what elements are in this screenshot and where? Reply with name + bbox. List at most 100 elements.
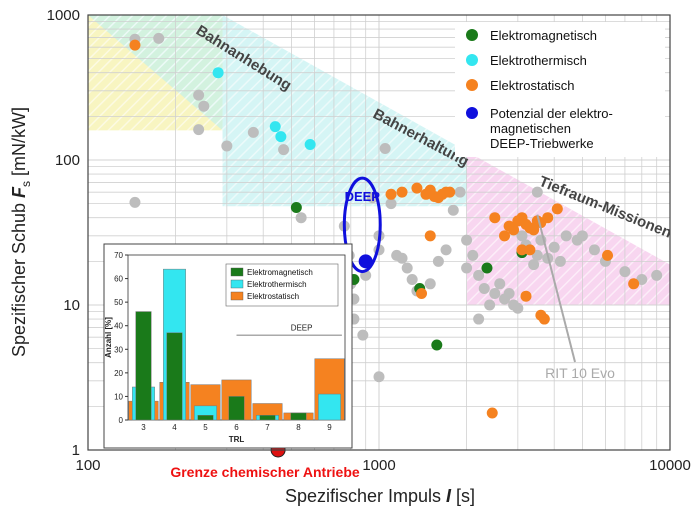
point-sonstige-5 <box>221 140 233 152</box>
x-tick-label-0: 100 <box>75 457 100 474</box>
legend-label-3-line2: magnetischen <box>490 121 571 136</box>
point-sonstige-24 <box>396 252 408 264</box>
point-elektrothermisch-3 <box>304 138 316 150</box>
point-elektrostatisch-27 <box>524 244 536 256</box>
point-elektrostatisch-32 <box>628 278 640 290</box>
point-sonstige-30 <box>440 244 452 256</box>
inset-y-tick-label-5: 50 <box>114 298 123 307</box>
legend: Elektromagnetisch Elektrothermisch Elektro… <box>455 22 665 157</box>
inset-legend-swatch-1 <box>230 279 244 289</box>
rit-leader-line <box>536 214 576 363</box>
x-tick-label-2: 10000 <box>649 457 691 474</box>
plot-frame <box>87 14 671 451</box>
y-tick-label-0: 1 <box>72 442 80 459</box>
inset-x-tick-label-1: 4 <box>172 423 177 432</box>
point-elektrostatisch-30 <box>538 313 550 325</box>
inset-y-tick-label-1: 10 <box>114 392 123 401</box>
point-sonstige-36 <box>478 282 490 294</box>
point-sonstige-57 <box>619 266 631 278</box>
point-sonstige-15 <box>357 329 369 341</box>
point-elektrostatisch-11 <box>424 230 436 242</box>
point-elektrostatisch-24 <box>542 212 554 224</box>
point-elektrostatisch-31 <box>602 249 614 261</box>
point-sonstige-51 <box>554 255 566 267</box>
point-elektromagnetisch-0 <box>290 202 302 214</box>
legend-label-3: Potenzial der elektro- <box>490 106 613 121</box>
point-elektrostatisch-0 <box>129 39 141 51</box>
point-sonstige-7 <box>278 144 290 156</box>
point-sonstige-26 <box>406 273 418 285</box>
deep-point <box>358 254 373 269</box>
y-axis-label: Spezifischer Schub Fs [mN/kW] <box>9 107 33 357</box>
inset-y-tick-label-4: 40 <box>114 322 123 331</box>
point-sonstige-28 <box>424 278 436 290</box>
x-tick-label-1: 1000 <box>362 457 395 474</box>
point-sonstige-8 <box>295 212 307 224</box>
point-elektromagnetisch-3 <box>431 339 443 351</box>
point-sonstige-22 <box>385 198 397 210</box>
inset-deep-label: DEEP <box>291 323 313 332</box>
point-elektrostatisch-25 <box>551 203 563 215</box>
point-elektrostatisch-2 <box>396 186 408 198</box>
point-sonstige-50 <box>548 241 560 253</box>
inset-bar-elektromagnetisch-5 <box>197 415 214 421</box>
inset-x-label: TRL <box>229 435 245 444</box>
inset-legend-swatch-0 <box>230 267 244 277</box>
inset-y-tick-label-6: 60 <box>114 275 123 284</box>
inset-legend-swatch-2 <box>230 291 244 301</box>
legend-marker-0 <box>466 29 478 41</box>
inset-x-tick-label-0: 3 <box>141 423 146 432</box>
inset-bar-elektrothermisch-9 <box>318 393 341 421</box>
inset-x-tick-label-4: 7 <box>265 423 270 432</box>
inset-legend-label-2: Elektrostatisch <box>247 292 299 301</box>
inset-y-tick-label-3: 30 <box>114 345 123 354</box>
inset-legend-box <box>225 263 339 307</box>
inset-x-tick-label-3: 6 <box>234 423 239 432</box>
inset-bar-elektromagnetisch-8 <box>290 412 307 421</box>
point-sonstige-2 <box>193 89 205 101</box>
point-elektrostatisch-28 <box>520 290 532 302</box>
inset-y-tick-label-7: 70 <box>114 251 123 260</box>
point-elektrostatisch-10 <box>444 186 456 198</box>
inset-y-label: Anzahl [%] <box>104 317 113 358</box>
inset-legend-label-1: Elektrothermisch <box>247 280 307 289</box>
point-elektrothermisch-1 <box>269 121 281 133</box>
y-tick-label-1: 10 <box>63 297 80 314</box>
x-axis-label: Spezifischer Impuls I [s] <box>285 486 475 506</box>
point-sonstige-55 <box>588 244 600 256</box>
point-sonstige-9 <box>129 196 141 208</box>
point-elektrostatisch-14 <box>499 230 511 242</box>
inset-x-tick-label-6: 9 <box>327 423 332 432</box>
inset-bar-elektromagnetisch-6 <box>228 396 245 421</box>
point-sonstige-25 <box>401 262 413 274</box>
deep-label: DEEP <box>345 189 381 204</box>
point-sonstige-32 <box>454 186 466 198</box>
data-points <box>129 32 663 419</box>
point-sonstige-52 <box>560 230 572 242</box>
inset-bar-elektromagnetisch-7 <box>259 415 276 421</box>
point-elektrostatisch-13 <box>489 212 501 224</box>
legend-label-0: Elektromagnetisch <box>490 28 597 43</box>
inset-bar-elektromagnetisch-4 <box>166 332 183 421</box>
point-sonstige-39 <box>494 278 506 290</box>
point-sonstige-41 <box>503 288 515 300</box>
region-hatch-1 <box>88 15 467 207</box>
point-sonstige-21 <box>379 143 391 155</box>
point-sonstige-3 <box>198 100 210 112</box>
point-sonstige-59 <box>651 269 663 281</box>
point-elektrostatisch-21 <box>528 224 540 236</box>
point-elektrostatisch-12 <box>416 288 428 300</box>
point-sonstige-31 <box>447 204 459 216</box>
point-sonstige-43 <box>512 302 524 314</box>
legend-marker-3 <box>466 107 478 119</box>
point-sonstige-29 <box>432 255 444 267</box>
inset-x-tick-label-5: 8 <box>296 423 301 432</box>
deep-ellipse <box>342 176 382 274</box>
legend-marker-2 <box>466 79 478 91</box>
point-sonstige-33 <box>461 234 473 246</box>
point-sonstige-44 <box>516 230 528 242</box>
y-tick-label-2: 100 <box>55 152 80 169</box>
point-elektrostatisch-3 <box>411 182 423 194</box>
